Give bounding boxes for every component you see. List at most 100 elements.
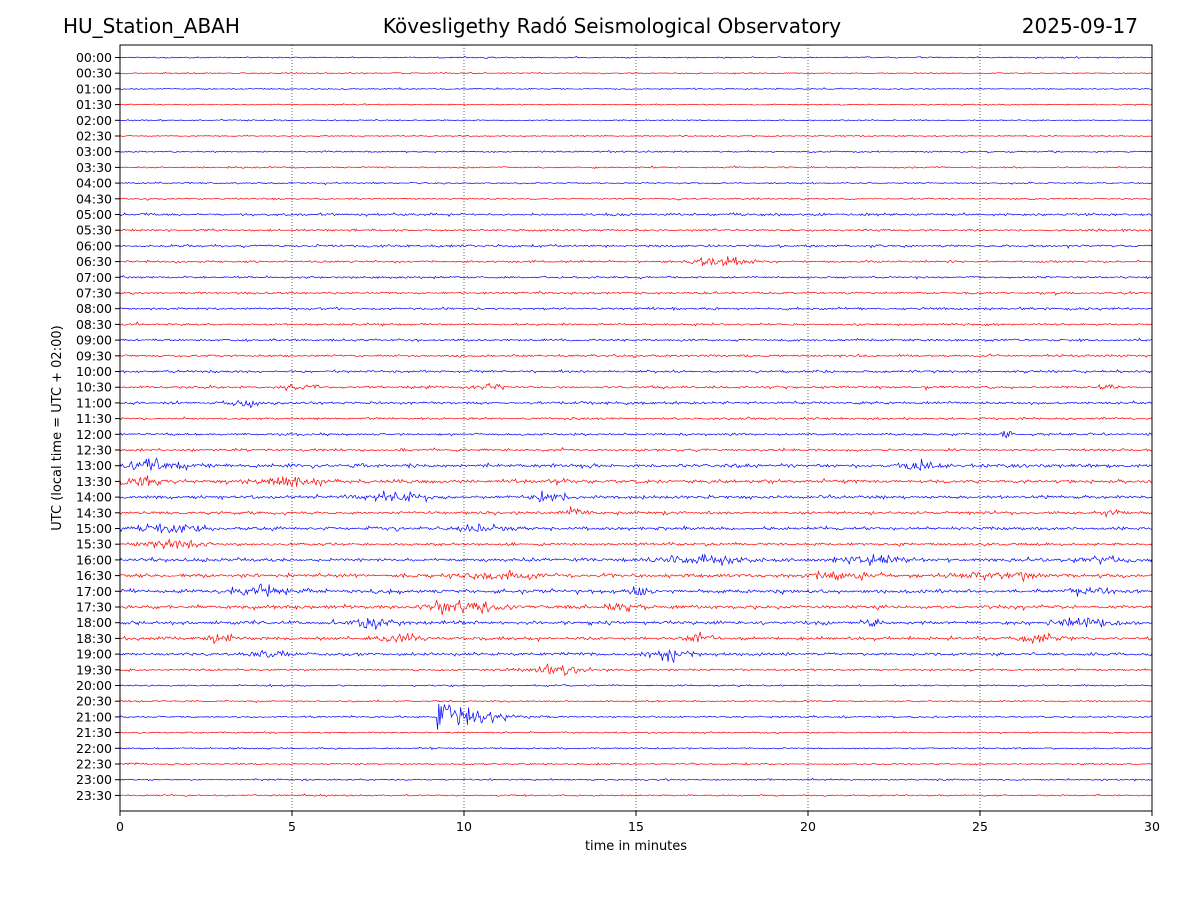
x-axis-ticks: 0 5 10 15 20 25 30	[116, 811, 1160, 834]
trace-2000	[119, 683, 1153, 688]
trace-2100	[119, 703, 1153, 730]
row-time-label: 08:30	[76, 317, 112, 332]
trace-1030	[119, 382, 1153, 392]
trace-1900	[119, 648, 1153, 664]
trace-0600	[119, 243, 1153, 250]
trace-1630	[119, 569, 1153, 583]
row-time-label: 03:30	[76, 160, 112, 175]
trace-0000	[119, 55, 1153, 60]
row-time-label: 23:00	[76, 772, 112, 787]
trace-1230	[119, 446, 1153, 453]
x-axis-label: time in minutes	[585, 839, 687, 854]
row-time-label: 14:00	[76, 490, 112, 505]
row-time-label: 15:00	[76, 521, 112, 536]
row-time-label: 00:30	[76, 66, 112, 81]
trace-0900	[119, 337, 1153, 343]
row-time-label: 06:30	[76, 254, 112, 269]
trace-1700	[119, 583, 1153, 597]
row-time-label: 07:00	[76, 270, 112, 285]
trace-0630	[119, 256, 1153, 267]
trace-2030	[119, 699, 1153, 703]
row-time-label: 18:30	[76, 631, 112, 646]
trace-1500	[119, 523, 1153, 535]
trace-1000	[119, 369, 1153, 374]
date-label: 2025-09-17	[1021, 14, 1138, 38]
trace-0530	[119, 228, 1153, 233]
x-tick-label: 0	[116, 819, 124, 834]
trace-2300	[119, 777, 1153, 782]
row-time-label: 06:00	[76, 238, 112, 253]
trace-1530	[119, 538, 1153, 550]
trace-2330	[119, 793, 1153, 798]
trace-0230	[119, 134, 1153, 138]
row-time-label: 01:00	[76, 81, 112, 96]
trace-0300	[119, 150, 1153, 154]
row-time-label: 16:00	[76, 552, 112, 567]
x-tick-label: 5	[288, 819, 296, 834]
row-time-label: 09:00	[76, 333, 112, 348]
trace-0830	[119, 321, 1153, 327]
row-time-label: 13:30	[76, 474, 112, 489]
trace-0030	[119, 71, 1153, 75]
row-time-label: 13:00	[76, 458, 112, 473]
trace-0330	[119, 165, 1153, 170]
trace-1300	[119, 457, 1153, 472]
row-time-label: 22:30	[76, 757, 112, 772]
trace-0430	[119, 197, 1153, 201]
trace-1100	[119, 399, 1153, 409]
row-time-label: 10:30	[76, 380, 112, 395]
row-time-label: 04:30	[76, 191, 112, 206]
row-time-label: 19:00	[76, 647, 112, 662]
row-time-label: 21:30	[76, 725, 112, 740]
trace-0930	[119, 353, 1153, 359]
trace-1330	[119, 475, 1153, 488]
row-time-label: 22:00	[76, 741, 112, 756]
trace-1730	[119, 599, 1153, 616]
trace-1200	[119, 430, 1153, 439]
row-time-label: 08:00	[76, 301, 112, 316]
station-name: HU_Station_ABAH	[63, 14, 240, 38]
trace-1830	[119, 631, 1153, 645]
trace-1800	[119, 617, 1153, 630]
row-time-label: 17:30	[76, 600, 112, 615]
trace-0100	[119, 87, 1153, 91]
row-time-label: 05:00	[76, 207, 112, 222]
row-time-label: 05:30	[76, 223, 112, 238]
trace-2130	[119, 730, 1153, 735]
row-time-label: 18:00	[76, 615, 112, 630]
row-time-label: 14:30	[76, 505, 112, 520]
row-time-label: 21:00	[76, 709, 112, 724]
y-axis-label: UTC (local time = UTC + 02:00)	[50, 325, 65, 530]
trace-0700	[119, 275, 1153, 280]
row-time-label: 04:00	[76, 176, 112, 191]
row-time-label: 01:30	[76, 97, 112, 112]
y-axis-ticks: 00:0000:3001:0001:3002:0002:3003:0003:30…	[76, 50, 120, 803]
row-time-label: 02:30	[76, 129, 112, 144]
row-time-label: 02:00	[76, 113, 112, 128]
seismic-traces	[119, 55, 1153, 798]
chart-title: Kövesligethy Radó Seismological Observat…	[382, 14, 842, 38]
trace-0400	[119, 181, 1153, 186]
trace-1930	[119, 663, 1153, 677]
row-time-label: 11:30	[76, 411, 112, 426]
trace-2230	[119, 761, 1153, 766]
trace-0800	[119, 306, 1153, 311]
row-time-label: 07:30	[76, 286, 112, 301]
trace-1430	[119, 506, 1153, 519]
trace-1130	[119, 416, 1153, 421]
x-tick-label: 25	[972, 819, 988, 834]
x-tick-label: 20	[800, 819, 816, 834]
trace-1400	[119, 490, 1153, 504]
row-time-label: 20:30	[76, 694, 112, 709]
trace-0730	[119, 290, 1153, 296]
grid-lines	[291, 45, 981, 811]
x-tick-label: 30	[1144, 819, 1160, 834]
row-time-label: 10:00	[76, 364, 112, 379]
trace-0500	[119, 212, 1153, 218]
row-time-label: 12:00	[76, 427, 112, 442]
row-time-label: 17:00	[76, 584, 112, 599]
row-time-label: 15:30	[76, 537, 112, 552]
row-time-label: 20:00	[76, 678, 112, 693]
row-time-label: 11:00	[76, 395, 112, 410]
